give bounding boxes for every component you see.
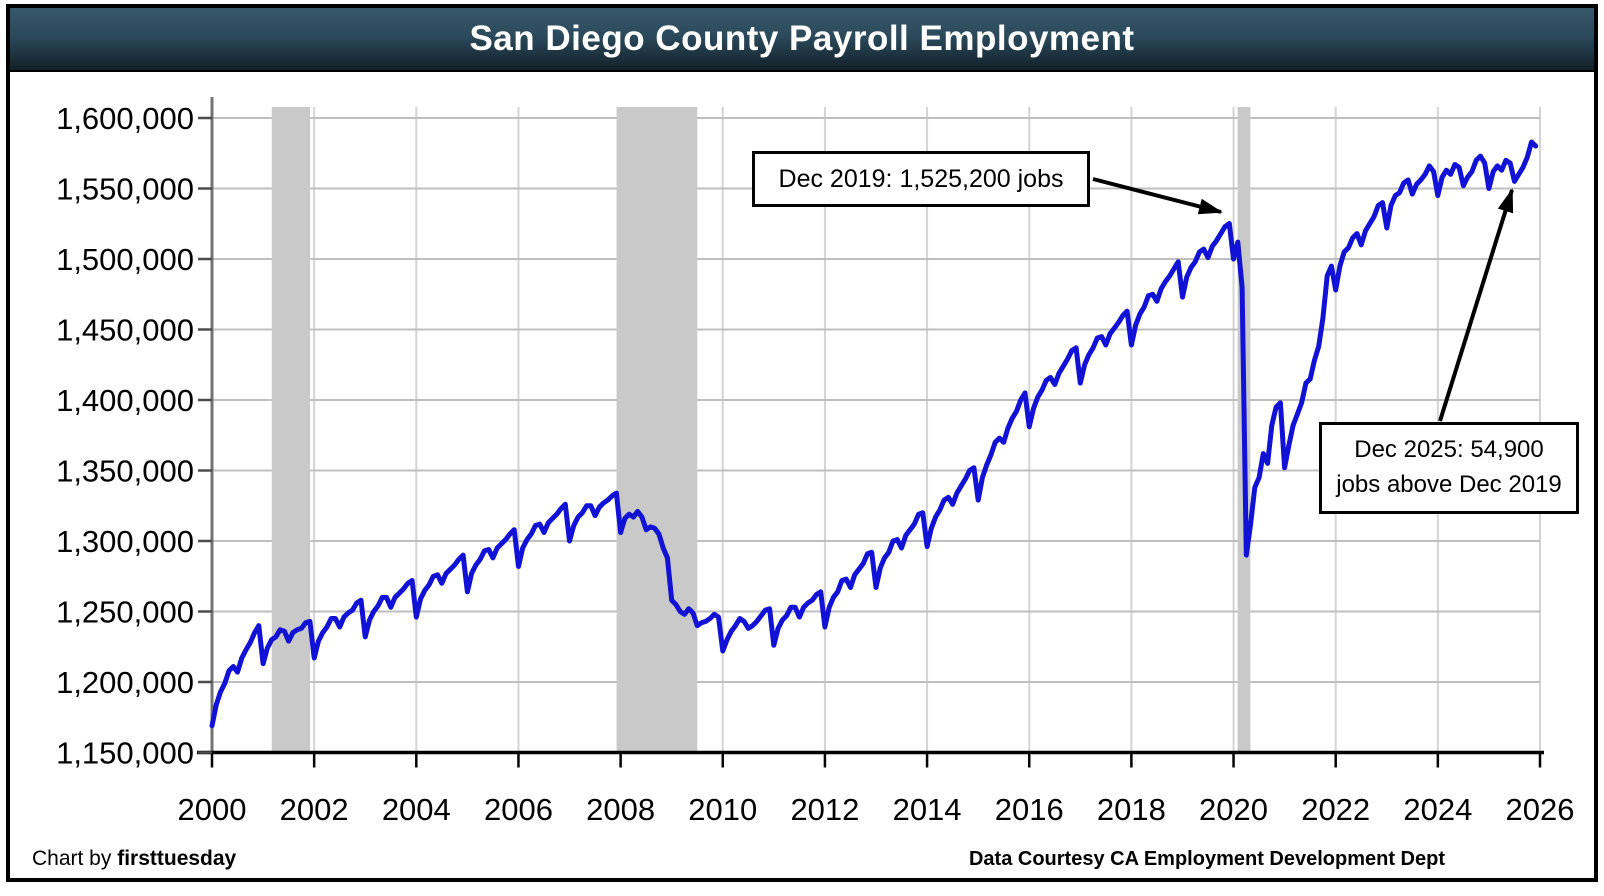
x-tick-label-2018: 2018 [1097,792,1166,827]
x-tick-label-2012: 2012 [790,792,859,827]
credit-left-brand: firsttuesday [117,847,237,870]
x-tick-label-2008: 2008 [586,792,655,827]
credit-left-prefix: Chart by [32,847,118,870]
y-tick-label-1200000: 1,200,000 [56,665,194,700]
x-tick-label-2026: 2026 [1506,792,1575,827]
page-title: San Diego County Payroll Employment [469,19,1135,58]
x-tick-label-2004: 2004 [382,792,451,827]
y-tick-label-1450000: 1,450,000 [56,313,194,348]
recession-band [271,107,311,753]
x-tick-label-2016: 2016 [995,792,1064,827]
y-tick-label-1400000: 1,400,000 [56,383,194,418]
x-tick-label-2014: 2014 [893,792,962,827]
credit-right: Data Courtesy CA Employment Development … [968,848,1445,870]
y-tick-label-1150000: 1,150,000 [56,736,194,771]
x-tick-label-2024: 2024 [1403,792,1472,827]
x-tick-label-2002: 2002 [280,792,349,827]
y-tick-label-1550000: 1,550,000 [56,172,194,207]
x-tick-label-2010: 2010 [688,792,757,827]
y-tick-label-1600000: 1,600,000 [56,101,194,136]
y-tick-label-1300000: 1,300,000 [56,524,194,559]
chart-title-bar: San Diego County Payroll Employment [10,8,1594,72]
annotation-dec-2025-line2: jobs above Dec 2019 [1336,471,1562,498]
x-tick-label-2020: 2020 [1199,792,1268,827]
x-tick-label-2000: 2000 [178,792,247,827]
x-tick-label-2006: 2006 [484,792,553,827]
annotation-dec-2019: Dec 2019: 1,525,200 jobs [752,151,1090,207]
annotation-arrow-dec-2019 [1092,177,1223,215]
x-tick-label-2022: 2022 [1301,792,1370,827]
annotation-dec-2025: Dec 2025: 54,900 jobs above Dec 2019 [1319,422,1579,514]
y-tick-label-1250000: 1,250,000 [56,595,194,630]
recession-band [616,107,698,753]
credit-left: Chart by firsttuesday [32,847,236,871]
annotation-arrow-dec-2025 [1438,188,1514,422]
employment-line [209,139,1539,729]
y-tick-label-1500000: 1,500,000 [56,242,194,277]
annotation-dec-2019-text: Dec 2019: 1,525,200 jobs [778,164,1064,193]
y-tick-label-1350000: 1,350,000 [56,454,194,489]
annotation-dec-2025-line1: Dec 2025: 54,900 [1354,436,1544,464]
